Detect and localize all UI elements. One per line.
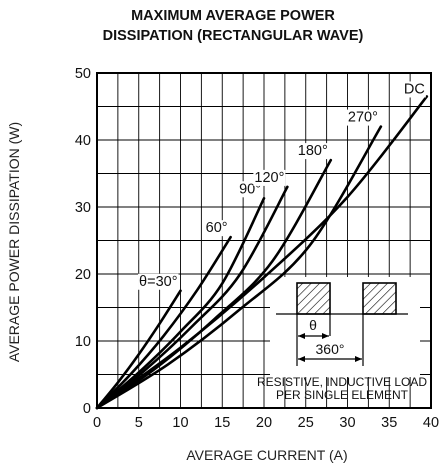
- x-tick-label: 15: [214, 415, 230, 431]
- waveform-inset: θ 360° RESISTIVE, INDUCTIVE LOAD PER SIN…: [257, 277, 427, 402]
- series-label-background: [253, 169, 286, 186]
- plot-frame: [96, 72, 432, 409]
- pulse-2: [362, 282, 397, 315]
- y-tick-label: 30: [75, 200, 91, 216]
- x-tick-label: 25: [298, 415, 314, 431]
- series-label: 270°: [348, 110, 378, 126]
- series-curve: [95, 125, 383, 410]
- series-label-background: [138, 273, 179, 290]
- series-label-background: [402, 81, 426, 98]
- series-label-background: [346, 109, 379, 126]
- series-curve: [95, 235, 232, 410]
- x-tick-label: 40: [423, 415, 439, 431]
- series-label-background: [296, 143, 329, 160]
- x-tick-label: 10: [172, 415, 188, 431]
- y-tick-labels: 0 10 20 30 40 50: [75, 66, 91, 417]
- inset-background: [270, 277, 420, 377]
- series-curves: [95, 95, 429, 410]
- theta-label: θ: [309, 317, 317, 333]
- series-label: 180°: [298, 143, 328, 159]
- y-tick-label: 0: [83, 401, 91, 417]
- series-label: DC: [404, 81, 425, 97]
- y-axis-label: AVERAGE POWER DISSIPATION (W): [6, 122, 22, 362]
- series-labels: θ=30°60°90°120°180°270°DC: [138, 81, 426, 290]
- series-label: 60°: [206, 220, 228, 236]
- load-note-line1: RESISTIVE, INDUCTIVE LOAD: [257, 375, 427, 389]
- chart-title-line1: MAXIMUM AVERAGE POWER: [131, 8, 335, 24]
- chart-title-line2: DISSIPATION (RECTANGULAR WAVE): [103, 28, 364, 44]
- x-tick-label: 30: [339, 415, 355, 431]
- x-tick-label: 35: [381, 415, 397, 431]
- series-curve: [95, 196, 266, 410]
- pulse-1: [296, 282, 331, 315]
- period-label: 360°: [316, 341, 345, 357]
- series-label: 120°: [254, 170, 284, 186]
- x-axis-label: AVERAGE CURRENT (A): [186, 447, 347, 463]
- y-tick-label: 40: [75, 133, 91, 149]
- x-tick-label: 20: [256, 415, 272, 431]
- series-curve: [95, 289, 182, 410]
- series-curve: [95, 95, 429, 410]
- load-note-line2: PER SINGLE ELEMENT: [276, 388, 409, 402]
- x-tick-label: 5: [135, 415, 143, 431]
- y-tick-label: 10: [75, 334, 91, 350]
- series-label: θ=30°: [139, 274, 177, 290]
- series-label-background: [204, 220, 229, 237]
- x-tick-labels: 0 5 10 15 20 25 30 35 40: [93, 415, 439, 431]
- y-tick-label: 20: [75, 267, 91, 283]
- y-tick-label: 50: [75, 66, 91, 82]
- x-tick-label: 0: [93, 415, 101, 431]
- series-curve: [95, 185, 289, 410]
